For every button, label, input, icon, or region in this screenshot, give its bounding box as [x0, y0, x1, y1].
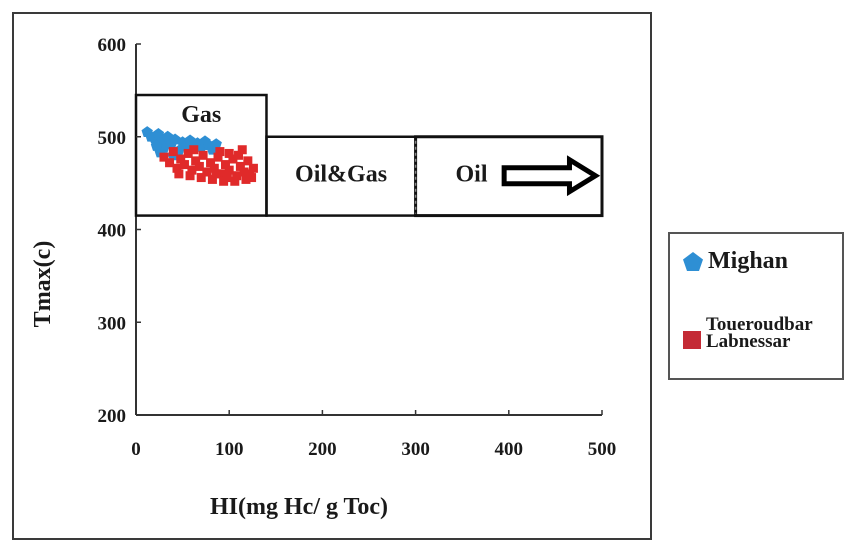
y-tick-label: 300 [98, 313, 127, 334]
point-toueroudbar-labnessar [172, 163, 182, 173]
legend-label-mighan: Mighan [708, 248, 789, 274]
legend-label-line2: Labnessar [706, 331, 791, 352]
point-toueroudbar-labnessar [176, 154, 186, 164]
point-toueroudbar-labnessar [224, 165, 234, 175]
square-marker-icon [683, 331, 701, 349]
point-toueroudbar-labnessar [217, 169, 227, 179]
point-toueroudbar-labnessar [228, 154, 238, 164]
point-toueroudbar-labnessar [241, 174, 251, 184]
chart-frame: Gas Oil&Gas Oil 0 100 200 300 400 500 200 300 400 5… [12, 12, 652, 540]
oil-direction-arrow [501, 155, 601, 197]
x-tick-label: 100 [215, 439, 244, 460]
y-tick-label: 400 [98, 221, 127, 242]
point-toueroudbar-labnessar [213, 152, 223, 162]
legend-entry-mighan: Mighan [682, 248, 788, 275]
point-toueroudbar-labnessar [230, 176, 240, 186]
point-toueroudbar-labnessar [179, 160, 189, 170]
point-toueroudbar-labnessar [243, 156, 253, 166]
x-tick-label: 0 [131, 439, 141, 460]
point-toueroudbar-labnessar [245, 169, 255, 179]
zone-label-oil: Oil [456, 161, 488, 187]
zone-label-gas: Gas [181, 102, 221, 128]
x-tick-label: 200 [308, 439, 337, 460]
point-toueroudbar-labnessar [194, 161, 204, 171]
point-mighan [150, 140, 163, 151]
point-toueroudbar-labnessar [220, 160, 230, 170]
point-toueroudbar-labnessar [198, 150, 208, 160]
point-toueroudbar-labnessar [174, 169, 184, 179]
x-tick-label: 300 [401, 439, 430, 460]
zone-oil-box [414, 135, 604, 218]
legend-entry-toueroudbar-labnessar: Toueroudbar Labnessar [682, 314, 813, 352]
legend-label-line1: Toueroudbar [706, 314, 813, 335]
point-toueroudbar-labnessar [239, 167, 249, 177]
y-tick-label: 200 [98, 406, 127, 427]
point-toueroudbar-labnessar [185, 171, 195, 181]
point-mighan [210, 138, 222, 149]
point-toueroudbar-labnessar [206, 158, 216, 168]
x-axis-label: HI(mg Hc/ g Toc) [210, 494, 388, 520]
x-tick-label: 500 [588, 439, 617, 460]
x-tick-label: 400 [495, 439, 524, 460]
point-toueroudbar-labnessar [196, 173, 206, 183]
point-toueroudbar-labnessar [211, 169, 221, 179]
point-toueroudbar-labnessar [224, 148, 234, 158]
y-tick-label: 500 [98, 128, 127, 149]
point-toueroudbar-labnessar [183, 148, 193, 158]
point-toueroudbar-labnessar [207, 174, 217, 184]
point-toueroudbar-labnessar [189, 145, 199, 155]
y-tick-label: 600 [98, 35, 127, 56]
pentagon-marker-icon [683, 251, 703, 271]
point-toueroudbar-labnessar [209, 163, 219, 173]
point-toueroudbar-labnessar [232, 171, 242, 181]
point-toueroudbar-labnessar [215, 147, 225, 157]
zone-label-oil-gas: Oil&Gas [295, 161, 387, 187]
point-toueroudbar-labnessar [222, 173, 232, 183]
scatter-plot: Gas Oil&Gas Oil 0 100 200 300 400 500 200 300 400 5… [30, 35, 617, 520]
point-toueroudbar-labnessar [191, 156, 201, 166]
point-toueroudbar-labnessar [202, 167, 212, 177]
point-toueroudbar-labnessar [234, 150, 244, 160]
y-axis-label: Tmax(c) [30, 241, 56, 328]
point-toueroudbar-labnessar [187, 165, 197, 175]
point-toueroudbar-labnessar [237, 145, 247, 155]
point-toueroudbar-labnessar [168, 147, 178, 157]
legend: Mighan Toueroudbar Labnessar [668, 232, 844, 380]
point-toueroudbar-labnessar [165, 158, 175, 168]
point-toueroudbar-labnessar [248, 163, 258, 173]
point-toueroudbar-labnessar [235, 161, 245, 171]
point-toueroudbar-labnessar [159, 152, 169, 162]
